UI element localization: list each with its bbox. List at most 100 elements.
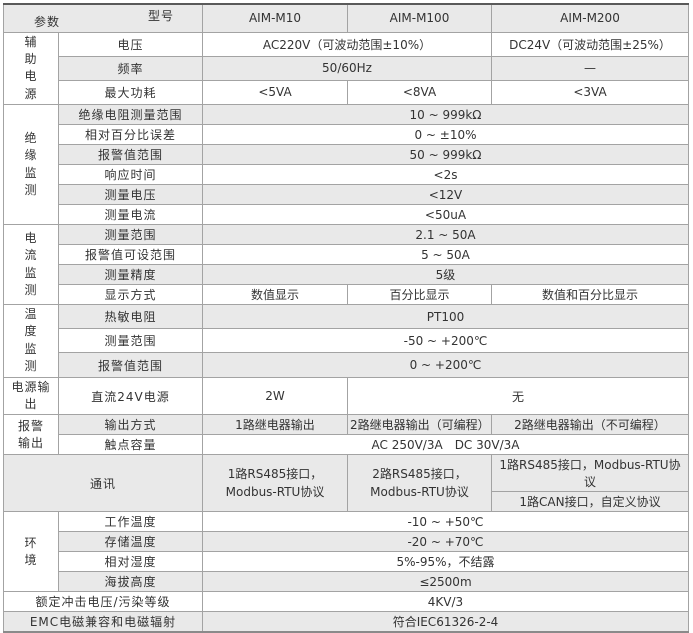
value-altitude: ≤2500m — [202, 571, 689, 593]
label-temp-alarm-range: 报警值范围 — [58, 352, 203, 378]
group-aux-power: 辅 助 电 源 — [3, 31, 59, 106]
label-measure-current: 测量电流 — [58, 204, 203, 226]
label-humidity: 相对湿度 — [58, 551, 203, 573]
value-comm-m100-line1: 2路RS485接口， — [372, 466, 467, 481]
label-emc: EMC电磁兼容和电磁辐射 — [3, 611, 203, 633]
value-current-alarm-set: 5 ~ 50A — [202, 244, 689, 266]
value-display-mode-m200: 数值和百分比显示 — [491, 284, 689, 306]
row-power-output: 电源输出 直流24V电源 2W 无 — [3, 376, 689, 416]
row-frequency: 频率 50/60Hz — — [4, 55, 689, 81]
model-header-aim-m200: AIM-M200 — [491, 3, 689, 33]
row-voltage: 辅 助 电 源 电压 AC220V（可波动范围±10%） DC24V（可波动范围… — [3, 31, 689, 106]
row-temp-range: 测量范围 -50 ~ +200℃ — [4, 328, 689, 354]
value-comm-m100-line2: Modbus-RTU协议 — [370, 485, 469, 500]
row-measure-voltage: 测量电压 <12V — [4, 184, 689, 206]
label-working-temp: 工作温度 — [58, 511, 203, 533]
value-temp-alarm-range: 0 ~ +200℃ — [202, 352, 689, 378]
label-display-mode: 显示方式 — [58, 284, 203, 306]
value-output-mode-m10: 1路继电器输出 — [202, 414, 348, 436]
row-temp-alarm-range: 报警值范围 0 ~ +200℃ — [4, 352, 689, 378]
value-insulation-range: 10 ~ 999kΩ — [202, 104, 689, 126]
label-output-mode: 输出方式 — [58, 414, 203, 436]
value-current-range: 2.1 ~ 50A — [202, 224, 689, 246]
label-insulation-range: 绝缘电阻测量范围 — [58, 104, 203, 126]
label-temp-range: 测量范围 — [58, 328, 203, 354]
value-storage-temp: -20 ~ +70℃ — [202, 531, 689, 553]
row-current-range: 电 流 监 测 测量范围 2.1 ~ 50A — [3, 224, 689, 306]
value-frequency-m10-m100: 50/60Hz — [202, 55, 492, 81]
row-current-accuracy: 测量精度 5级 — [4, 264, 689, 286]
value-humidity: 5%-95%，不结露 — [202, 551, 689, 573]
row-thermistor: 温 度 监 测 热敏电阻 PT100 — [3, 304, 689, 378]
corner-header-cell: 型号 参数 — [3, 3, 203, 33]
label-current-alarm-set: 报警值可设范围 — [58, 244, 203, 266]
value-relative-error: 0 ~ ±10% — [202, 124, 689, 146]
group-current-monitoring: 电 流 监 测 — [3, 224, 59, 306]
label-max-power: 最大功耗 — [58, 79, 203, 106]
label-measure-voltage: 测量电压 — [58, 184, 203, 206]
corner-label-param: 参数 — [34, 14, 61, 29]
row-output-mode: 报警 输出 输出方式 1路继电器输出 2路继电器输出（可编程） 2路继电器输出（… — [3, 414, 689, 456]
row-contact-capacity: 触点容量 AC 250V/3A DC 30V/3A — [4, 434, 689, 456]
group-power-output: 电源输出 — [3, 376, 59, 416]
value-comm-m200-can: 1路CAN接口，自定义协议 — [491, 491, 689, 513]
header-row: 型号 参数 AIM-M10 AIM-M100 AIM-M200 — [3, 3, 689, 33]
value-surge-rating: 4KV/3 — [202, 591, 689, 613]
label-relative-error: 相对百分比误差 — [58, 124, 203, 146]
label-voltage: 电压 — [58, 31, 203, 57]
label-altitude: 海拔高度 — [58, 571, 203, 593]
value-dc24v-m10: 2W — [202, 376, 348, 416]
row-humidity: 相对湿度 5%-95%，不结露 — [4, 551, 689, 573]
label-response-time: 响应时间 — [58, 164, 203, 186]
value-comm-m200-rs485: 1路RS485接口，Modbus-RTU协议 — [491, 454, 689, 493]
spec-table-container: 型号 参数 AIM-M10 AIM-M100 AIM-M200 辅 助 电 源 … — [3, 3, 690, 633]
row-relative-error: 相对百分比误差 0 ~ ±10% — [4, 124, 689, 146]
model-header-aim-m100: AIM-M100 — [347, 3, 492, 33]
row-insulation-range: 绝 缘 监 测 绝缘电阻测量范围 10 ~ 999kΩ — [3, 104, 689, 226]
group-temperature-monitoring: 温 度 监 测 — [3, 304, 59, 378]
value-thermistor: PT100 — [202, 304, 689, 330]
label-storage-temp: 存储温度 — [58, 531, 203, 553]
label-alarm-range: 报警值范围 — [58, 144, 203, 166]
value-current-accuracy: 5级 — [202, 264, 689, 286]
value-max-power-m100: <8VA — [347, 79, 492, 106]
value-max-power-m200: <3VA — [491, 79, 689, 106]
row-storage-temp: 存储温度 -20 ~ +70℃ — [4, 531, 689, 553]
value-comm-m10-line1: 1路RS485接口， — [227, 466, 323, 481]
row-working-temp: 环 境 工作温度 -10 ~ +50℃ — [3, 511, 689, 593]
group-environment: 环 境 — [3, 511, 59, 593]
row-surge-rating: 额定冲击电压/污染等级 4KV/3 — [3, 591, 689, 613]
row-emc: EMC电磁兼容和电磁辐射 符合IEC61326-2-4 — [3, 611, 689, 633]
value-working-temp: -10 ~ +50℃ — [202, 511, 689, 533]
row-display-mode: 显示方式 数值显示 百分比显示 数值和百分比显示 — [4, 284, 689, 306]
value-comm-m10-line2: Modbus-RTU协议 — [225, 485, 325, 500]
value-max-power-m10: <5VA — [202, 79, 348, 106]
value-alarm-range: 50 ~ 999kΩ — [202, 144, 689, 166]
row-response-time: 响应时间 <2s — [4, 164, 689, 186]
value-output-mode-m200: 2路继电器输出（不可编程） — [491, 414, 689, 436]
label-surge-rating: 额定冲击电压/污染等级 — [3, 591, 203, 613]
value-comm-m100: 2路RS485接口， Modbus-RTU协议 — [347, 454, 492, 513]
row-measure-current: 测量电流 <50uA — [4, 204, 689, 226]
model-header-aim-m10: AIM-M10 — [202, 3, 348, 33]
value-measure-current: <50uA — [202, 204, 689, 226]
value-voltage-m200: DC24V（可波动范围±25%） — [491, 31, 689, 57]
row-communication-1: 通讯 1路RS485接口， Modbus-RTU协议 2路RS485接口， Mo… — [3, 454, 689, 513]
label-current-accuracy: 测量精度 — [58, 264, 203, 286]
value-temp-range: -50 ~ +200℃ — [202, 328, 689, 354]
row-current-alarm-set: 报警值可设范围 5 ~ 50A — [4, 244, 689, 266]
value-comm-m10: 1路RS485接口， Modbus-RTU协议 — [202, 454, 348, 513]
value-frequency-m200: — — [491, 55, 689, 81]
row-communication-2: 1路CAN接口，自定义协议 — [4, 491, 689, 513]
spec-table: 型号 参数 AIM-M10 AIM-M100 AIM-M200 辅 助 电 源 … — [3, 3, 689, 633]
value-measure-voltage: <12V — [202, 184, 689, 206]
label-current-range: 测量范围 — [58, 224, 203, 246]
label-thermistor: 热敏电阻 — [58, 304, 203, 330]
row-altitude: 海拔高度 ≤2500m — [4, 571, 689, 593]
label-communication: 通讯 — [3, 454, 203, 513]
group-alarm-output: 报警 输出 — [3, 414, 59, 456]
value-voltage-m10-m100: AC220V（可波动范围±10%） — [202, 31, 492, 57]
label-frequency: 频率 — [58, 55, 203, 81]
row-max-power: 最大功耗 <5VA <8VA <3VA — [4, 79, 689, 106]
value-contact-capacity: AC 250V/3A DC 30V/3A — [202, 434, 689, 456]
